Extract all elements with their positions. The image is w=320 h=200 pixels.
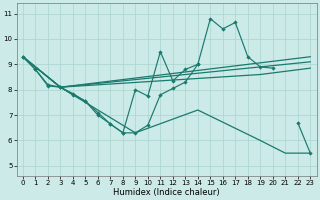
X-axis label: Humidex (Indice chaleur): Humidex (Indice chaleur) [113,188,220,197]
